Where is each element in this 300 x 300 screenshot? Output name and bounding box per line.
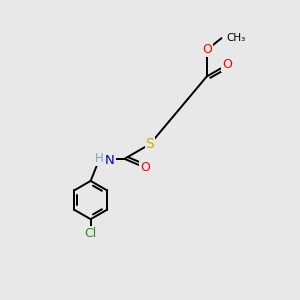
- Text: Cl: Cl: [85, 227, 97, 240]
- Text: O: O: [202, 44, 212, 56]
- Text: O: O: [223, 58, 232, 71]
- Text: O: O: [140, 161, 150, 174]
- Text: S: S: [146, 137, 154, 151]
- Text: N: N: [105, 154, 115, 167]
- Text: CH₃: CH₃: [226, 33, 245, 43]
- Text: H: H: [95, 152, 104, 165]
